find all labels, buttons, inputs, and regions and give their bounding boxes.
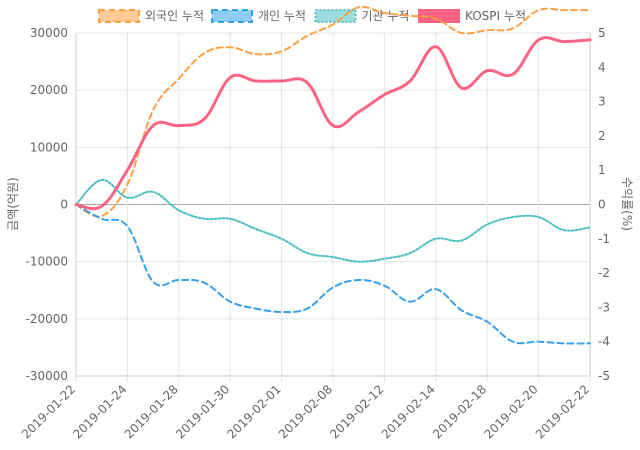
y2-tick-label: -4 — [598, 335, 610, 349]
x-axis: 2019-01-222019-01-242019-01-282019-01-30… — [19, 382, 592, 441]
series-lines — [74, 5, 592, 345]
legend-label: 기관 누적 — [362, 9, 410, 23]
legend-label: 외국인 누적 — [145, 9, 204, 23]
x-tick-label: 2019-02-08 — [276, 382, 335, 441]
x-tick-label: 2019-02-18 — [430, 382, 489, 441]
series-line-4 — [74, 36, 592, 211]
grid — [75, 32, 591, 382]
y2-tick-label: 5 — [598, 26, 606, 40]
y2-tick-label: 4 — [598, 60, 606, 74]
legend-item-1[interactable]: 외국인 누적 — [98, 9, 204, 23]
legend-item-3[interactable]: 기관 누적 — [314, 9, 410, 23]
y2-tick-label: 0 — [598, 198, 606, 212]
series-line-3 — [75, 178, 591, 263]
legend-item-4[interactable]: KOSPI 누적 — [418, 9, 526, 23]
y-axis-title: 금액(억원) — [6, 177, 20, 231]
y-tick-label: 10000 — [30, 140, 68, 154]
series-line-1 — [75, 5, 591, 218]
y2-tick-label: -1 — [598, 232, 610, 246]
x-tick-label: 2019-02-14 — [379, 382, 438, 441]
y-tick-label: -10000 — [25, 255, 68, 269]
x-tick-label: 2019-02-01 — [225, 382, 284, 441]
y-axis-right: -5 -4 -3 -2 -1 0 1 2 3 4 5 — [598, 26, 610, 383]
y-tick-label: 0 — [60, 198, 68, 212]
x-tick-label: 2019-01-22 — [19, 382, 78, 441]
y2-tick-label: 2 — [598, 129, 606, 143]
y-tick-label: 30000 — [30, 26, 68, 40]
y2-axis-title: 수익률(%) — [620, 177, 634, 231]
y-tick-label: -20000 — [25, 312, 68, 326]
y2-tick-label: -3 — [598, 300, 610, 314]
x-tick-label: 2019-01-28 — [122, 382, 181, 441]
y-axis-left: -30000 -20000 -10000 0 10000 20000 30000 — [25, 26, 68, 383]
x-tick-label: 2019-01-30 — [173, 382, 232, 441]
x-tick-label: 2019-02-22 — [533, 382, 592, 441]
series-line-2 — [75, 203, 591, 345]
y2-tick-label: 1 — [598, 163, 606, 177]
y2-tick-label: -2 — [598, 266, 610, 280]
y2-tick-label: -5 — [598, 369, 610, 383]
y2-tick-label: 3 — [598, 95, 606, 109]
x-tick-label: 2019-02-12 — [327, 382, 386, 441]
legend-swatch — [314, 9, 357, 23]
legend-label: 개인 누적 — [258, 9, 306, 23]
legend: 외국인 누적 개인 누적 기관 누적 KOSPI 누적 — [98, 9, 526, 23]
y-tick-label: 20000 — [30, 83, 68, 97]
legend-item-2[interactable]: 개인 누적 — [211, 9, 306, 23]
y-tick-label: -30000 — [25, 369, 68, 383]
x-tick-label: 2019-02-20 — [482, 382, 541, 441]
legend-label: KOSPI 누적 — [465, 9, 526, 23]
legend-swatch — [98, 9, 140, 23]
legend-swatch — [211, 9, 253, 23]
x-tick-label: 2019-01-24 — [70, 382, 129, 441]
